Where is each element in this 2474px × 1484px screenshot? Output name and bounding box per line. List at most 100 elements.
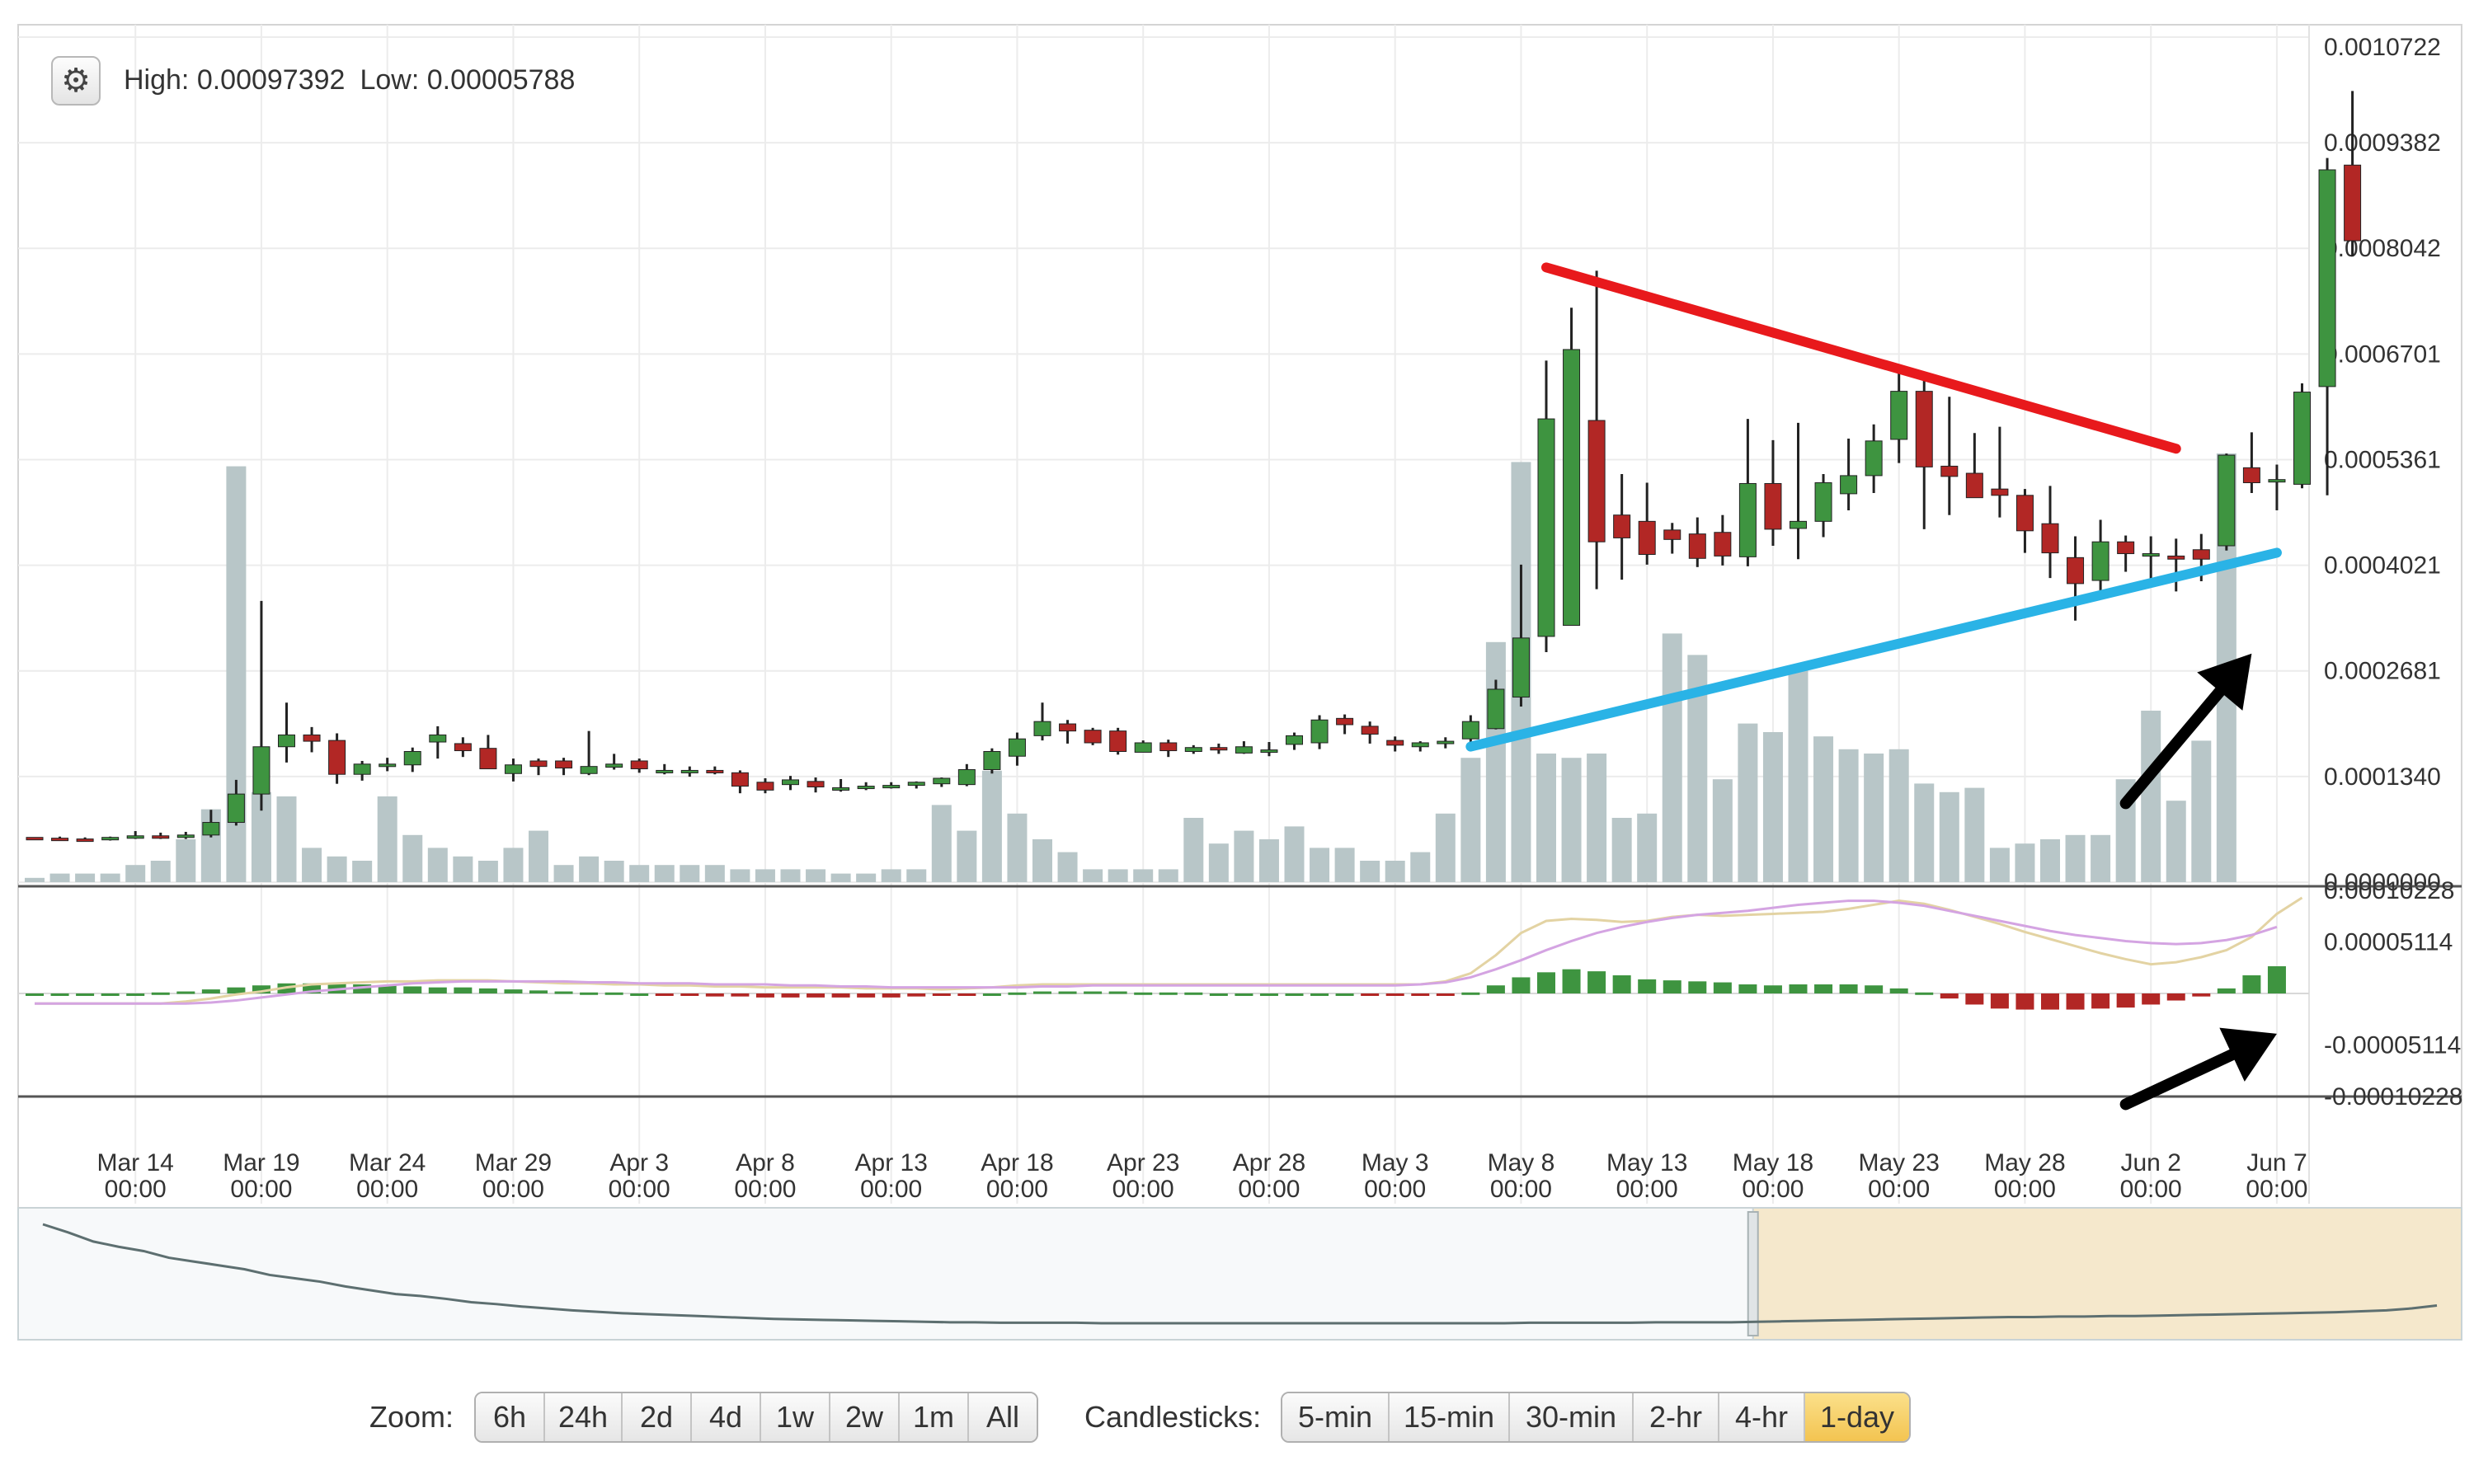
candle-down — [303, 734, 321, 742]
x-tick-date: May 28 — [1984, 1149, 2065, 1176]
macd-bar — [1587, 971, 1606, 993]
candle-up — [126, 835, 144, 839]
zoom-1w-button[interactable]: 1w — [761, 1393, 830, 1441]
candle-down — [1386, 740, 1404, 746]
price-arrow — [2119, 653, 2252, 810]
macd-bar — [1108, 991, 1127, 994]
macd-bar — [26, 993, 44, 996]
volume-bar — [906, 869, 927, 882]
zoom-6h-button[interactable]: 6h — [476, 1393, 545, 1441]
candle-down — [2344, 164, 2362, 242]
macd-bar — [1814, 984, 1833, 993]
volume-bar — [427, 848, 448, 882]
candle-down — [1688, 533, 1706, 559]
candle-up — [353, 763, 371, 775]
x-tick-time: 00:00 — [1112, 1176, 1174, 1203]
macd-bar — [1763, 985, 1782, 993]
macd-bar — [857, 993, 876, 998]
candle-down — [454, 743, 472, 752]
x-tick-date: May 3 — [1362, 1149, 1429, 1176]
macd-bar — [1058, 991, 1077, 994]
trendline-resistance — [1541, 262, 2181, 454]
macd-bar — [1915, 992, 1934, 995]
volume-bar — [1964, 787, 1985, 882]
macd-bar — [2066, 993, 2085, 1010]
volume-bar — [302, 848, 322, 882]
candlestick-buttons: 5-min 15-min 30-min 2-hr 4-hr 1-day — [1281, 1392, 1911, 1443]
candle-up — [1411, 742, 1429, 748]
macd-bar — [2142, 993, 2161, 1005]
x-tick-date: Apr 8 — [736, 1149, 795, 1176]
candlesticks-label: Candlesticks: — [1084, 1400, 1262, 1434]
candle-down — [529, 760, 548, 768]
candle-down — [2015, 495, 2034, 532]
settings-button[interactable]: ⚙ — [51, 56, 101, 106]
zoom-1m-button[interactable]: 1m — [900, 1393, 969, 1441]
volume-bar — [1813, 736, 1834, 882]
candle-down — [2117, 541, 2135, 555]
macd-bar — [1436, 993, 1455, 996]
candle-up — [278, 734, 295, 748]
x-tick-date: Apr 18 — [981, 1149, 1053, 1176]
zoom-4d-button[interactable]: 4d — [692, 1393, 761, 1441]
macd-bar — [101, 993, 120, 996]
indicator-tick-label: 0.00010228 — [2324, 877, 2455, 904]
indicator-tick-label: 0.00005114 — [2324, 929, 2453, 956]
price-tick-label: 0.0008042 — [2324, 235, 2441, 262]
candle-4hr-button[interactable]: 4-hr — [1719, 1393, 1805, 1441]
arrow-shaft — [2119, 685, 2226, 810]
low-value: Low: 0.00005788 — [360, 64, 576, 96]
candle-down — [807, 781, 825, 788]
volume-bar — [1561, 758, 1582, 882]
candle-down — [152, 835, 170, 839]
volume-bar — [981, 770, 1002, 882]
macd-bar — [1411, 993, 1430, 996]
volume-bar — [352, 861, 373, 882]
volume-bar — [1637, 813, 1658, 882]
x-tick-time: 00:00 — [860, 1176, 922, 1203]
volume-bar — [1208, 843, 1229, 882]
candle-up — [429, 734, 447, 743]
candle-up — [1461, 721, 1479, 740]
macd-bar — [1688, 981, 1707, 993]
volume-bar — [1939, 791, 1959, 882]
macd-bar — [630, 993, 649, 996]
candle-down — [51, 838, 69, 842]
zoom-all-button[interactable]: All — [969, 1393, 1037, 1441]
zoom-2w-button[interactable]: 2w — [830, 1393, 900, 1441]
macd-bar — [76, 993, 95, 996]
macd-bar — [454, 987, 473, 993]
price-tick-label: 0.0005361 — [2324, 447, 2441, 474]
candle-2hr-button[interactable]: 2-hr — [1634, 1393, 1719, 1441]
macd-bar — [655, 993, 674, 996]
candle-up — [1537, 418, 1555, 637]
candle-down — [1210, 747, 1228, 751]
price-tick-label: 0.0010722 — [2324, 34, 2441, 61]
volume-bar — [1284, 826, 1305, 882]
candle-up — [202, 822, 220, 836]
macd-bar — [705, 993, 724, 997]
candle-15min-button[interactable]: 15-min — [1390, 1393, 1510, 1441]
candle-30min-button[interactable]: 30-min — [1510, 1393, 1634, 1441]
price-tick-label: 0.0004021 — [2324, 552, 2441, 580]
candle-up — [403, 750, 421, 766]
candle-down — [1915, 391, 1933, 467]
candle-1day-button[interactable]: 1-day — [1805, 1393, 1909, 1441]
candle-down — [1613, 514, 1631, 538]
candle-up — [1310, 719, 1329, 744]
macd-bar — [2091, 993, 2110, 1009]
zoom-2d-button[interactable]: 2d — [623, 1393, 692, 1441]
volume-bar — [629, 865, 650, 882]
zoom-24h-button[interactable]: 24h — [545, 1393, 623, 1441]
candle-down — [756, 782, 774, 791]
x-tick-time: 00:00 — [734, 1176, 796, 1203]
navigator-left-handle — [1747, 1211, 1759, 1336]
volume-bar — [150, 861, 171, 882]
candle-down — [1587, 420, 1606, 542]
x-tick-time: 00:00 — [986, 1176, 1048, 1203]
trendline-support — [1465, 547, 2282, 752]
candle-5min-button[interactable]: 5-min — [1282, 1393, 1390, 1441]
volume-bar — [1989, 848, 2010, 882]
macd-bar — [2267, 966, 2286, 993]
plot-frame — [17, 24, 2462, 1209]
